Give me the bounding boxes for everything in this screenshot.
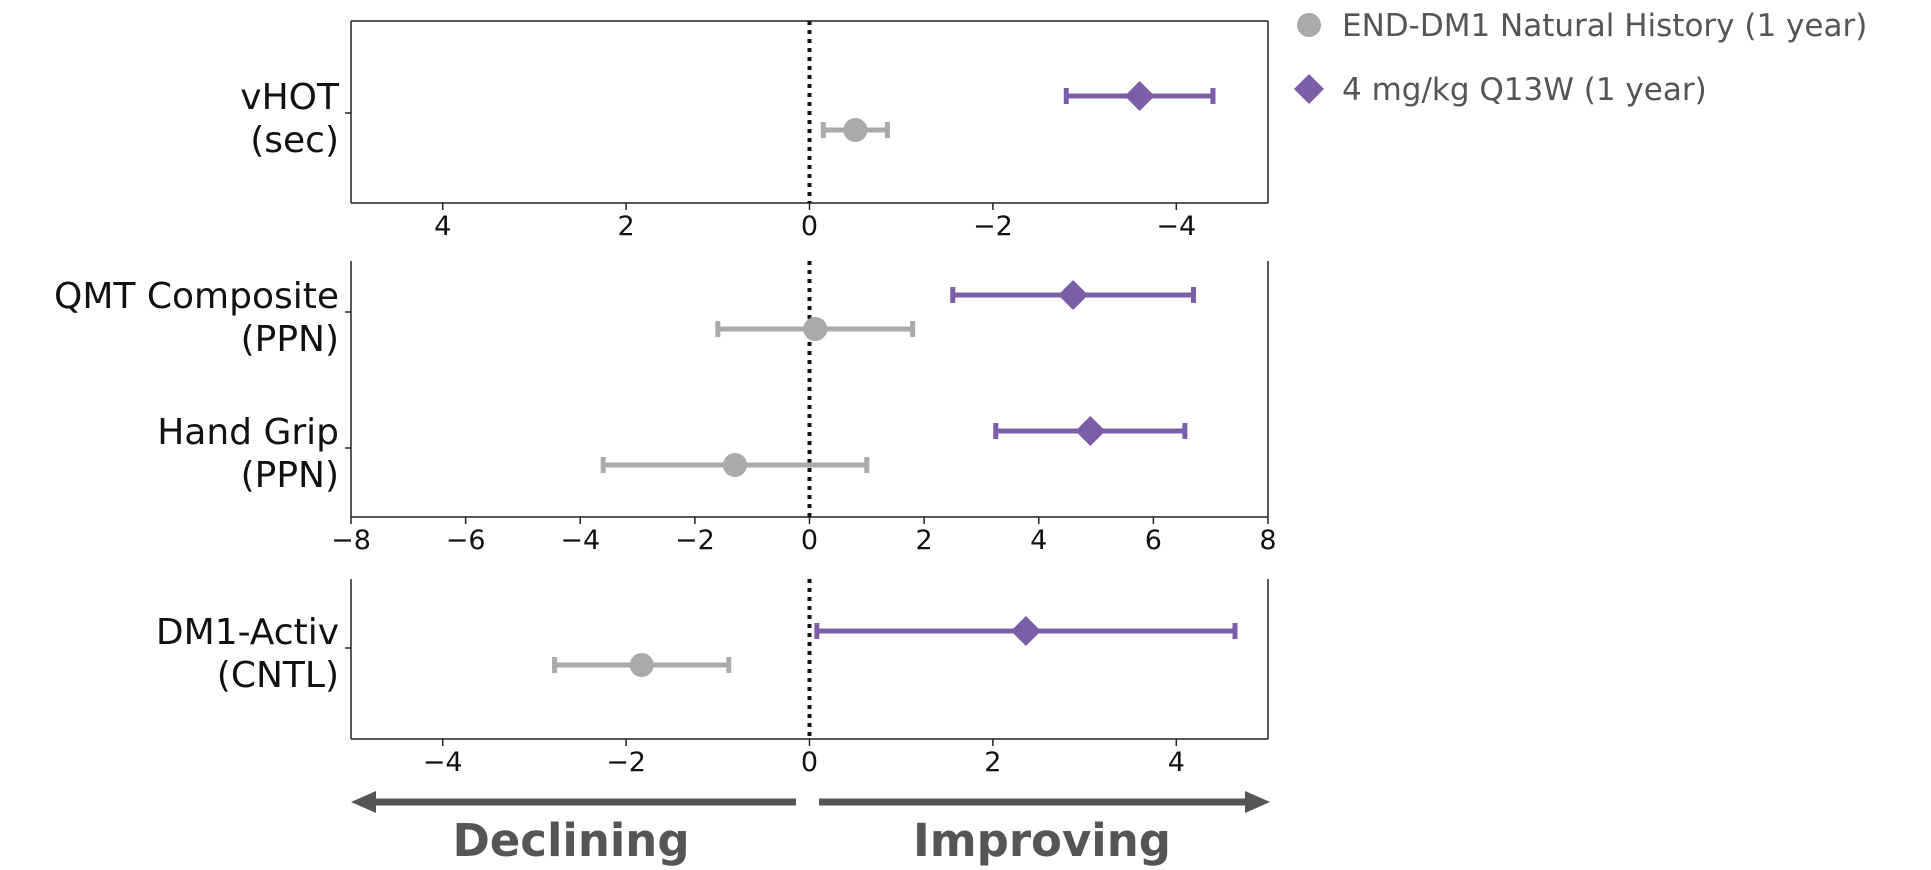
x-tick-label: 2 [916,525,933,556]
y-tick-label: (sec) [250,120,339,161]
point [803,317,828,341]
x-tick-label: 2 [984,747,1001,778]
x-tick-label: 2 [618,211,635,242]
x-tick-label: −4 [560,525,600,556]
x-tick-label: −4 [1156,211,1196,242]
x-tick-label: −2 [973,211,1013,242]
legend-marker [1297,13,1321,37]
point [1010,616,1041,646]
x-tick-label: 0 [801,211,818,242]
point [1124,81,1155,111]
x-tick-label: −6 [446,525,486,556]
legend-marker [1294,74,1324,104]
annotation: Declining [452,814,689,867]
y-tick-label: (PPN) [241,319,339,360]
x-tick-label: 4 [1168,747,1185,778]
x-tick-label: −4 [423,747,463,778]
y-tick-label: QMT Composite [54,276,339,317]
x-tick-label: −2 [675,525,715,556]
y-tick-label: (PPN) [241,455,339,496]
legend-label: END-DM1 Natural History (1 year) [1342,8,1867,44]
y-tick-label: (CNTL) [217,655,339,696]
x-tick-label: 8 [1259,525,1276,556]
point [843,118,868,142]
point [722,453,747,477]
x-tick-label: −8 [331,525,371,556]
x-tick-label: 6 [1145,525,1162,556]
point [629,653,654,677]
y-tick-label: Hand Grip [157,412,339,453]
legend-label: 4 mg/kg Q13W (1 year) [1342,72,1707,108]
x-tick-label: 4 [1030,525,1047,556]
point [1075,416,1106,446]
x-tick-label: 0 [801,747,818,778]
x-tick-label: 4 [434,211,451,242]
y-tick-label: DM1-Activ [156,612,339,653]
arrow-head [1245,791,1270,813]
annotation: Improving [913,814,1171,867]
x-tick-label: 0 [801,525,818,556]
point [1058,280,1089,310]
x-tick-label: −2 [606,747,646,778]
y-tick-label: vHOT [240,77,340,118]
arrow-head [351,791,376,813]
